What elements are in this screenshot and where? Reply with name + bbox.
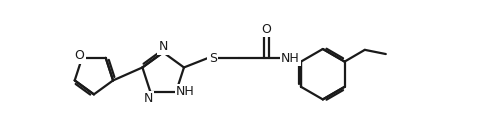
Text: O: O — [261, 23, 271, 36]
Text: NH: NH — [176, 85, 195, 98]
Text: N: N — [158, 40, 168, 53]
Text: S: S — [208, 52, 217, 65]
Text: O: O — [74, 49, 85, 62]
Text: N: N — [143, 92, 153, 105]
Text: NH: NH — [281, 52, 300, 65]
